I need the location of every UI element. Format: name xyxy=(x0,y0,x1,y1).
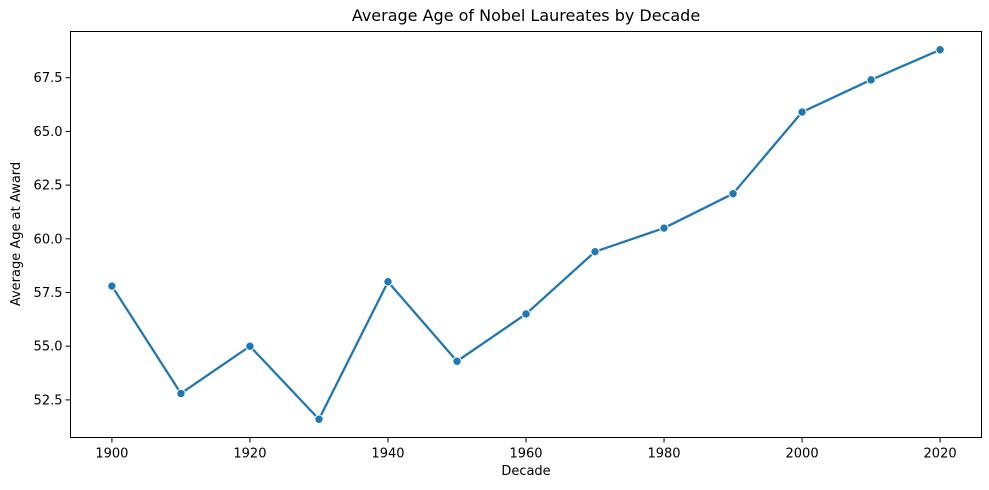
data-point xyxy=(797,107,807,117)
y-axis-label: Average Age at Award xyxy=(9,162,24,306)
data-point xyxy=(314,414,324,424)
y-axis: 52.5 55.0 57.5 60.0 62.5 65.0 67.5 xyxy=(34,71,71,408)
data-point xyxy=(176,388,186,399)
y-tick-label: 55.0 xyxy=(34,340,63,355)
chart-title: Average Age of Nobel Laureates by Decade xyxy=(352,6,700,25)
data-point xyxy=(935,45,945,55)
data-point xyxy=(866,75,876,85)
axes-frame xyxy=(70,31,982,438)
x-axis-label: Decade xyxy=(501,464,550,479)
x-tick-label: 1900 xyxy=(95,447,128,462)
y-tick-label: 62.5 xyxy=(34,179,63,194)
data-point xyxy=(659,223,669,233)
x-tick-label: 1920 xyxy=(233,447,266,462)
data-point xyxy=(521,309,531,319)
data-point xyxy=(107,281,117,291)
x-tick-label: 1980 xyxy=(647,447,680,462)
data-point xyxy=(245,341,255,351)
x-tick-label: 2000 xyxy=(786,447,819,462)
y-tick-label: 52.5 xyxy=(34,393,63,408)
x-tick-label: 2020 xyxy=(924,447,957,462)
y-tick-label: 57.5 xyxy=(34,286,63,301)
x-axis: 1900 1920 1940 1960 1980 2000 2020 xyxy=(95,437,957,462)
x-tick-label: 1960 xyxy=(509,447,542,462)
data-point xyxy=(383,277,393,287)
data-point xyxy=(728,188,738,199)
y-tick-label: 60.0 xyxy=(34,232,63,247)
y-tick-label: 65.0 xyxy=(34,125,63,140)
series-line xyxy=(110,48,942,421)
data-point xyxy=(452,356,462,366)
data-point xyxy=(590,246,600,257)
plot-area xyxy=(107,45,945,424)
x-tick-label: 1940 xyxy=(371,447,404,462)
y-tick-label: 67.5 xyxy=(34,71,63,86)
